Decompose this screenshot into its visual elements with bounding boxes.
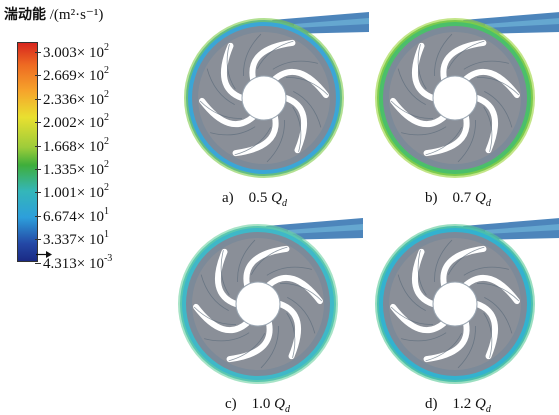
legend-title-unit: /(m²·s⁻¹)	[49, 7, 104, 23]
colorbar	[17, 42, 38, 262]
colorbar-tick-label: 1.668× 102	[43, 135, 109, 155]
colorbar-tick-label: 6.674× 101	[43, 205, 109, 225]
colorbar-tick-label: 2.669× 102	[43, 65, 109, 85]
colorbar-tick-label: 2.336× 102	[43, 88, 109, 108]
volute-contour-1	[184, 12, 369, 178]
panel-caption: c) 1.0 Qd	[225, 396, 290, 415]
colorbar-tick-mark	[35, 98, 41, 100]
volute-contour-4	[375, 218, 559, 384]
panel-caption: d) 1.2 Qd	[425, 396, 491, 415]
colorbar-tick-label: 4.313× 10-3	[43, 252, 113, 272]
volute-contour-3	[178, 218, 363, 384]
colorbar-min-arrow	[36, 251, 52, 258]
colorbar-tick-label: 3.337× 101	[43, 229, 109, 249]
panel-caption: a) 0.5 Qd	[222, 190, 287, 209]
colorbar-tick-mark	[35, 75, 41, 77]
colorbar-tick-mark	[35, 192, 41, 194]
legend-title: 湍动能 /(m²·s⁻¹)	[4, 4, 103, 24]
colorbar-tick-mark	[35, 239, 41, 241]
legend-title-quantity: 湍动能	[4, 7, 46, 23]
colorbar-tick-mark	[35, 145, 41, 147]
colorbar-tick-mark	[35, 122, 41, 124]
colorbar-tick-label: 1.001× 102	[43, 182, 109, 202]
panel-caption: b) 0.7 Qd	[425, 190, 491, 209]
colorbar-tick-label: 3.003× 102	[43, 42, 109, 62]
colorbar-tick-mark	[35, 262, 41, 264]
colorbar-tick-mark	[35, 52, 41, 53]
colorbar-tick-label: 2.002× 102	[43, 112, 109, 132]
colorbar-tick-label: 1.335× 102	[43, 159, 109, 179]
colorbar-tick-mark	[35, 169, 41, 170]
colorbar-tick-mark	[35, 215, 41, 217]
volute-contour-2	[375, 12, 559, 178]
